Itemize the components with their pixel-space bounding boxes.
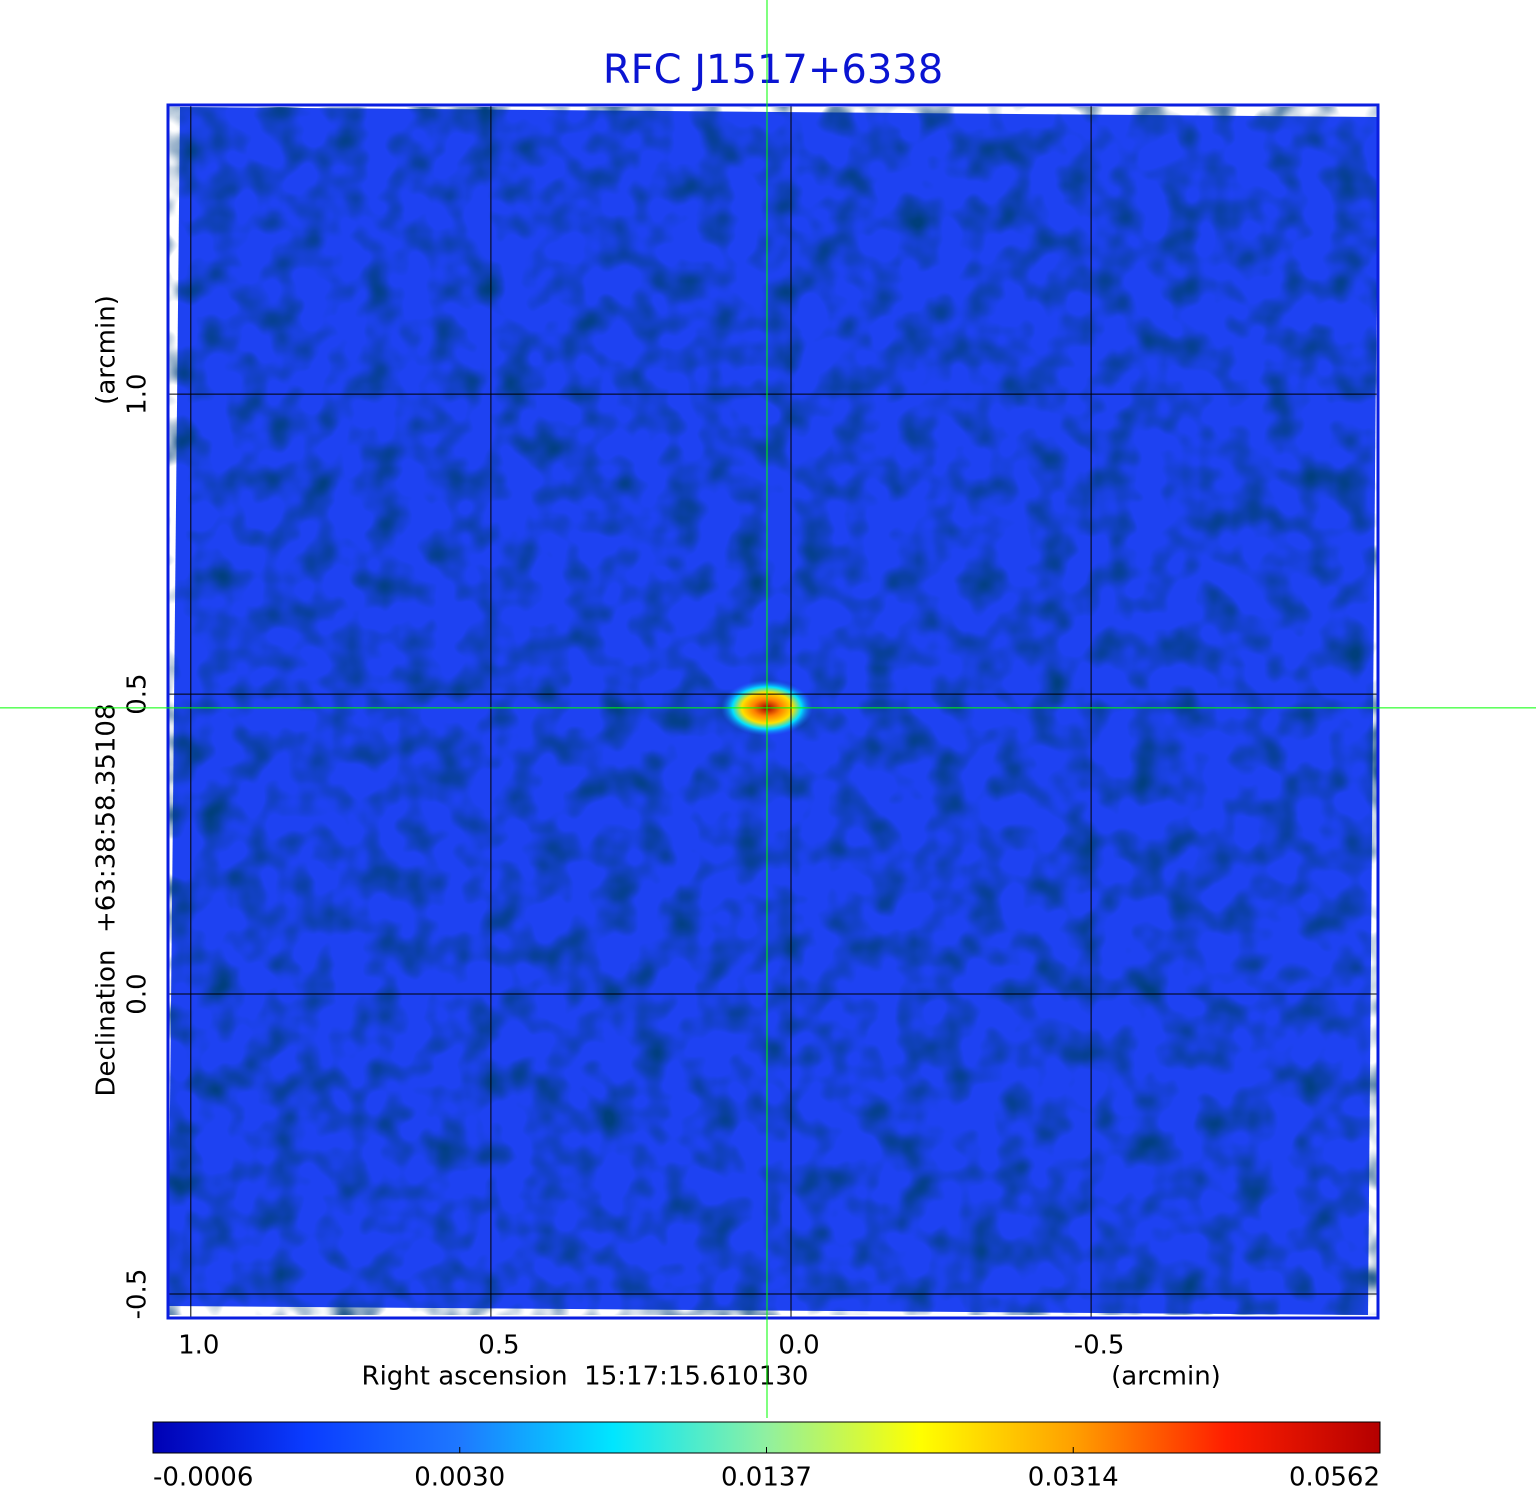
x-axis-label: Right ascension 15:17:15.610130 bbox=[362, 1362, 809, 1392]
colorbar-tick-label: -0.0006 bbox=[153, 1463, 253, 1493]
y-tick-label: 0.0 bbox=[123, 973, 153, 1014]
colorbar-tick-label: 0.0030 bbox=[414, 1463, 505, 1493]
plot-frame bbox=[166, 103, 1380, 1320]
x-axis-unit: (arcmin) bbox=[1111, 1362, 1221, 1392]
x-tick-label: 0.5 bbox=[478, 1331, 519, 1361]
y-tick-label: 0.5 bbox=[123, 673, 153, 714]
colorbar-tick-label: 0.0314 bbox=[1028, 1463, 1119, 1493]
y-axis-unit: (arcmin) bbox=[92, 295, 122, 405]
x-tick-label: 0.0 bbox=[778, 1331, 819, 1361]
y-tick-label: -0.5 bbox=[123, 1269, 153, 1320]
x-tick-label: -0.5 bbox=[1074, 1331, 1125, 1361]
colorbar-tick-label: 0.0137 bbox=[721, 1463, 812, 1493]
chart-title: RFC J1517+6338 bbox=[603, 47, 943, 93]
y-axis-label: Declination +63:38:58.35108 bbox=[92, 703, 122, 1096]
x-tick-label: 1.0 bbox=[178, 1331, 219, 1361]
y-tick-label: 1.0 bbox=[123, 373, 153, 414]
colorbar-tick-label: 0.0562 bbox=[1289, 1463, 1380, 1493]
